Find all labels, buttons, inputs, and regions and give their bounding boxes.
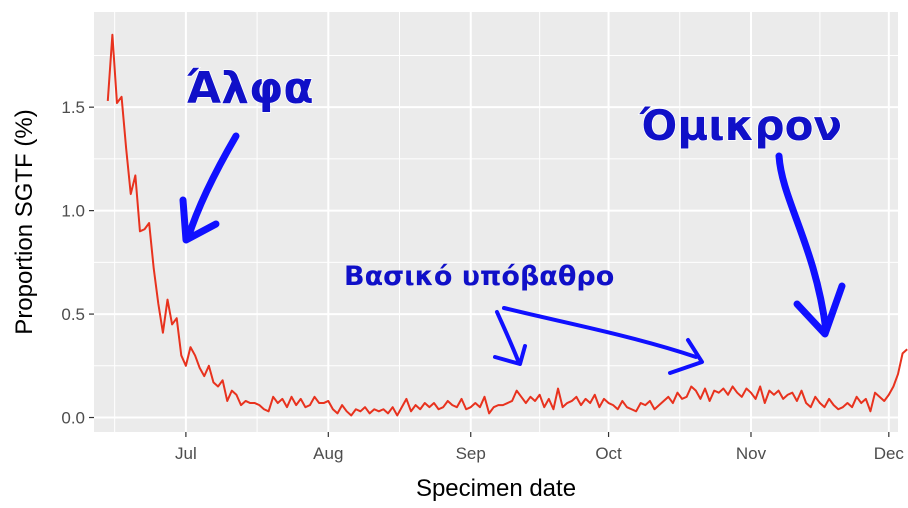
annotation-baseline-arrow-right-icon: [502, 306, 698, 359]
y-tick-label: 0.0: [61, 409, 85, 428]
annotation-alpha: Άλφα: [179, 62, 314, 244]
plot-panel: [94, 12, 898, 432]
y-tick-labels: 0.0 0.5 1.0 1.5: [61, 98, 85, 427]
axis-ticks: [89, 106, 890, 437]
y-tick-label: 1.5: [61, 98, 85, 117]
x-tick-labels: Jul Aug Sep Oct Nov Dec: [175, 444, 904, 463]
y-tick-label: 0.5: [61, 305, 85, 324]
series-line: [106, 33, 908, 417]
annotation-baseline-label: Βασικό υπόβαθρο: [344, 261, 614, 292]
y-tick-label: 1.0: [61, 202, 85, 221]
x-tick-label: Sep: [456, 444, 486, 463]
annotation-omicron-arrow-icon: [775, 152, 830, 334]
annotation-omicron-arrowhead-icon: [793, 282, 846, 338]
annotation-baseline-arrowhead-right-icon: [668, 338, 704, 375]
x-tick-label: Oct: [595, 444, 622, 463]
annotation-omicron-label: Όμικρον: [639, 101, 842, 150]
annotation-alpha-arrowhead-icon: [179, 196, 220, 244]
x-tick-label: Aug: [313, 444, 343, 463]
x-tick-label: Dec: [874, 444, 905, 463]
annotation-omicron: Όμικρον: [638, 100, 846, 338]
annotation-alpha-label: Άλφα: [186, 63, 314, 114]
annotation-baseline-arrow-left-icon: [495, 310, 521, 365]
x-tick-label: Jul: [175, 444, 197, 463]
annotation-baseline-arrowhead-left-icon: [493, 344, 527, 366]
x-tick-label: Nov: [736, 444, 767, 463]
x-axis-title: Specimen date: [416, 475, 576, 502]
annotation-baseline: Βασικό υπόβαθρο: [344, 261, 704, 375]
minor-gridlines: [94, 12, 898, 432]
y-axis-title: Proportion SGTF (%): [11, 109, 38, 334]
annotation-alpha-arrow-icon: [184, 132, 240, 242]
